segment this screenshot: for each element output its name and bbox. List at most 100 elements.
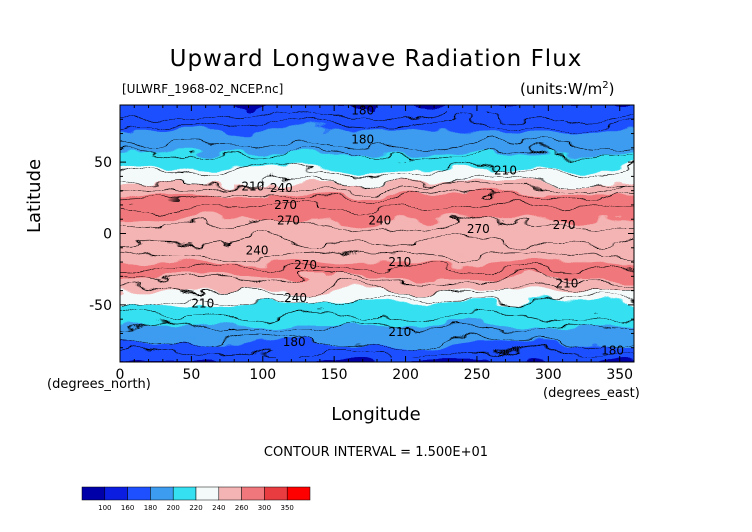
heatmap-cell xyxy=(120,126,634,130)
heatmap-cell xyxy=(120,122,634,125)
x-tick-label: 300 xyxy=(535,367,562,383)
heatmap-cell xyxy=(120,222,634,226)
heatmap-cell xyxy=(120,218,634,222)
contour-label: 210 xyxy=(241,179,264,193)
heatmap-cell xyxy=(120,340,634,344)
heatmap-cell xyxy=(120,175,634,179)
heatmap-cell xyxy=(120,177,634,181)
contour-label: 240 xyxy=(246,244,269,258)
heatmap-cell xyxy=(120,327,634,331)
heatmap-cell xyxy=(120,171,634,175)
heatmap-cell xyxy=(120,306,634,310)
colorbar-label: 160 xyxy=(121,504,134,512)
contour-line xyxy=(120,202,634,213)
contour-label: 210 xyxy=(388,255,411,269)
colorbar-swatch xyxy=(264,486,288,501)
heatmap-cell xyxy=(120,141,634,145)
contour-lines xyxy=(120,111,634,358)
x-tick-label: 150 xyxy=(321,367,348,383)
contour-line xyxy=(120,285,634,295)
heatmap-cell xyxy=(120,188,634,192)
heatmap-cell xyxy=(120,263,634,267)
heatmap-cell xyxy=(120,139,634,143)
y-axis-unit: (degrees_north) xyxy=(47,377,151,392)
file-label: [ULWRF_1968-02_NCEP.nc] xyxy=(122,82,284,96)
contour-line xyxy=(120,182,634,193)
heatmap-cell xyxy=(120,293,634,297)
contour-line xyxy=(120,119,634,130)
heatmap-cell xyxy=(120,248,634,252)
contour-line xyxy=(120,149,634,160)
heatmap-cell xyxy=(120,287,634,290)
heatmap-cell xyxy=(120,344,634,348)
units-label: (units:W/m2) xyxy=(520,80,615,98)
heatmap-cell xyxy=(120,304,634,307)
contour-line xyxy=(120,335,634,346)
heatmap-cell xyxy=(120,250,634,254)
heatmap-cell xyxy=(120,115,634,119)
contour-line xyxy=(120,275,634,285)
colorbar-swatch xyxy=(286,486,311,501)
y-tick-label: 0 xyxy=(103,227,112,243)
x-tick-label: 50 xyxy=(182,367,200,383)
contour-label: 270 xyxy=(274,198,297,212)
heatmap-cell xyxy=(120,310,634,314)
colorbar-swatch xyxy=(195,486,220,501)
heatmap-cell xyxy=(120,276,634,280)
x-tick-label: 100 xyxy=(249,367,276,383)
heatmap-cell xyxy=(120,124,634,128)
heatmap-cell xyxy=(120,182,634,185)
heatmap-cell xyxy=(120,143,634,147)
heatmap-cell xyxy=(120,160,634,164)
contour-line xyxy=(120,248,634,258)
heatmap-cell xyxy=(120,216,634,220)
colorbar-swatch xyxy=(150,486,174,501)
x-axis-label: Longitude xyxy=(331,404,421,425)
heatmap-cell xyxy=(120,132,634,136)
heatmap-cell xyxy=(120,167,634,170)
contour-line xyxy=(120,175,634,186)
heatmap-cell xyxy=(120,289,634,292)
heatmap-cell xyxy=(120,117,634,121)
colorbar-label: 220 xyxy=(189,504,202,512)
heatmap-cell xyxy=(120,244,634,247)
contour-label: 240 xyxy=(368,214,391,228)
contour-label: 270 xyxy=(553,218,576,232)
contour-line xyxy=(120,311,634,321)
heatmap-cell xyxy=(120,272,634,275)
heatmap-cell xyxy=(120,239,634,243)
heatmap-cell xyxy=(120,319,634,322)
heatmap-cell xyxy=(120,291,634,295)
heatmap-cell xyxy=(120,231,634,235)
chart-title: Upward Longwave Radiation Flux xyxy=(169,46,583,72)
heatmap-cell xyxy=(120,261,634,265)
colorbar-swatch xyxy=(241,486,265,501)
contour-line xyxy=(120,348,634,358)
heatmap-cell xyxy=(120,145,634,149)
heatmap-field xyxy=(120,105,634,362)
heatmap-cell xyxy=(120,201,634,205)
heatmap-cell xyxy=(120,254,634,258)
heatmap-cell xyxy=(120,308,634,312)
heatmap-cell xyxy=(120,128,634,132)
heatmap-cell xyxy=(120,203,634,207)
colorbar-label: 180 xyxy=(144,504,157,512)
heatmap-cell xyxy=(120,197,634,200)
heatmap-cell xyxy=(120,325,634,329)
x-tick-label: 0 xyxy=(116,367,125,383)
heatmap-cell xyxy=(120,278,634,282)
heatmap-cell xyxy=(120,107,634,110)
heatmap-cell xyxy=(120,212,634,215)
heatmap-cell xyxy=(120,147,634,151)
heatmap-cell xyxy=(120,274,634,277)
colorbar-swatch xyxy=(104,486,128,501)
contour-line xyxy=(120,165,634,176)
colorbar-label: 240 xyxy=(212,504,225,512)
contour-label: 270 xyxy=(277,214,300,228)
colorbar-label: 350 xyxy=(281,504,294,512)
heatmap-cell xyxy=(120,137,634,140)
heatmap-cell xyxy=(120,353,634,357)
heatmap-cell xyxy=(120,338,634,342)
heatmap-cell xyxy=(120,355,634,359)
x-ticks: 0 50 100 150 200 250 300 350 xyxy=(116,105,635,383)
